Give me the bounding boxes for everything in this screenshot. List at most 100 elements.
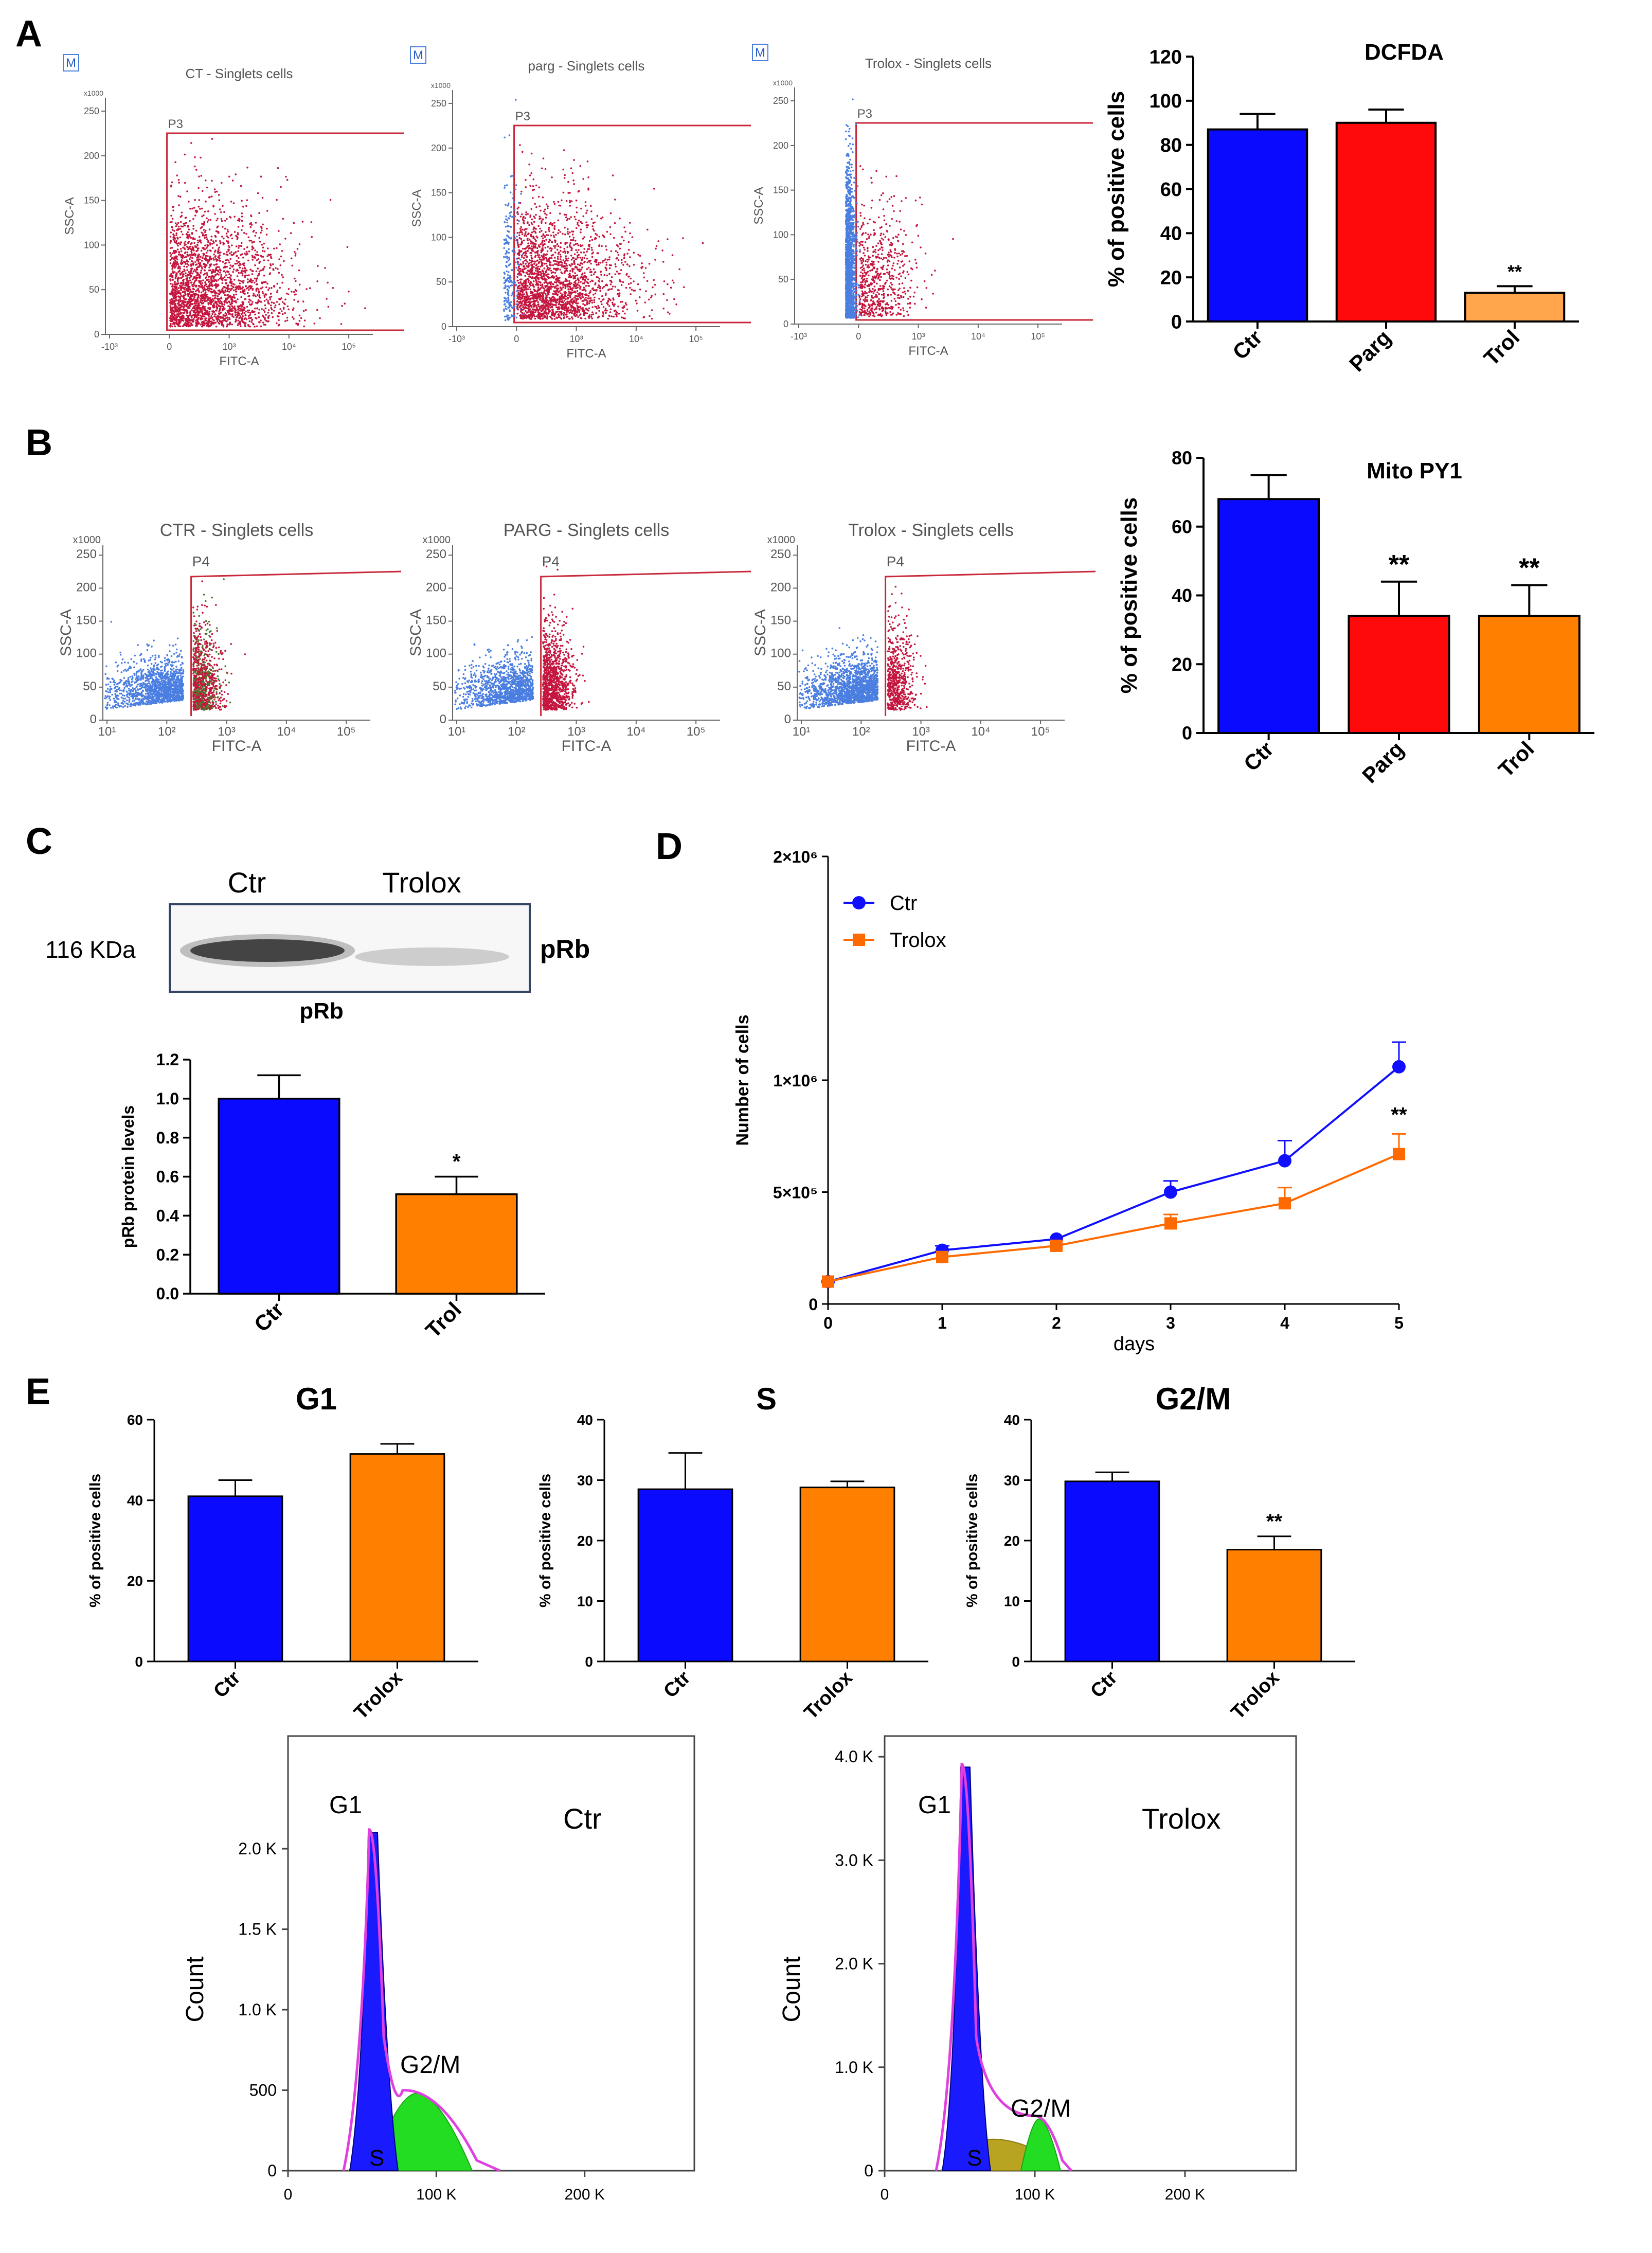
scatter-point [532,273,534,276]
scatter-point [533,260,536,263]
x-tick-label: -10³ [448,334,465,344]
scatter-point [210,282,212,284]
scatter-point [183,316,185,318]
scatter-point [557,279,560,281]
scatter-point [223,314,225,316]
scatter-point [204,313,206,315]
scatter-point [227,259,230,262]
scatter-point [553,245,555,247]
scatter-point [191,295,193,297]
scatter-point [213,188,216,190]
y-axis-label: SSC-A [752,187,766,224]
scatter-point [533,263,536,265]
scatter-point [531,316,533,318]
scatter-point [232,202,235,204]
scatter-point [541,241,543,244]
scatter-point [548,287,550,289]
scatter-point [284,238,286,240]
scatter-point [220,276,222,278]
scatter-point [505,255,508,258]
scatter-point [601,303,603,306]
scatter-point [250,222,253,224]
scatter-point [529,301,532,303]
scatter-point [214,235,217,237]
scatter-point [591,311,594,313]
scatter-point [537,265,539,268]
scatter-point [530,271,533,273]
scatter-point [586,302,588,304]
scatter-point [533,230,535,233]
scatter-point [518,237,521,239]
scatter-point [651,317,653,320]
scatter-point [172,266,174,268]
scatter-point [190,269,192,272]
scatter-point [518,251,520,253]
scatter-point [524,275,526,277]
scatter-point [195,250,197,252]
scatter-point [576,305,578,307]
scatter-point [578,249,580,251]
scatter-point [634,290,636,292]
scatter-point [238,261,241,263]
scatter-point [201,226,203,228]
scatter-point [178,316,181,318]
scatter-point [559,212,561,215]
scatter-point [174,299,176,302]
scatter-point [237,226,240,228]
scatter-point [574,240,577,242]
scatter-point [179,228,182,230]
scatter-point [176,238,179,240]
scatter-point [541,235,543,238]
scatter-point [504,187,506,189]
scatter-point [205,295,207,298]
scatter-point [519,270,522,272]
scatter-point [179,296,181,298]
scatter-point [202,257,204,260]
scatter-point [218,298,220,300]
scatter-point [550,298,552,300]
scatter-point [517,303,519,306]
scatter-point [245,205,247,207]
scatter-point [258,309,261,311]
scatter-point [565,213,567,216]
scatter-point [184,240,187,243]
scatter-point [170,282,172,285]
scatter-point [530,297,532,299]
scatter-point [245,233,247,235]
scatter-point [601,315,604,317]
scatter-point [504,286,507,289]
scatter-point [250,278,252,280]
scatter-point [203,274,205,276]
scatter-point [512,291,514,294]
scatter-point [655,245,658,247]
scatter-point [206,272,208,274]
scatter-point [197,306,199,308]
scatter-point [185,324,188,326]
scatter-point [546,207,549,209]
scatter-point [503,276,506,279]
scatter-point [177,222,179,224]
scatter-point [261,256,263,258]
scatter-point [225,300,227,302]
scatter-point [532,197,534,199]
scatter-point [562,286,564,289]
scatter-point [298,283,301,286]
scatter-point [178,252,181,254]
scatter-point [171,320,174,322]
scatter-point [528,224,530,226]
scatter-point [554,287,556,289]
scatter-point [187,280,190,282]
scatter-point [264,324,266,326]
scatter-point [569,270,571,272]
scatter-point [596,234,598,236]
scatter-point [241,274,244,277]
scatter-point [247,278,249,280]
scatter-point [537,301,540,303]
scatter-point [280,255,282,258]
scatter-point [549,267,551,270]
scatter-point [242,280,245,282]
scatter-point [585,294,587,296]
scatter-point [553,236,555,239]
scatter-point [623,239,625,242]
scatter-point [221,282,224,284]
